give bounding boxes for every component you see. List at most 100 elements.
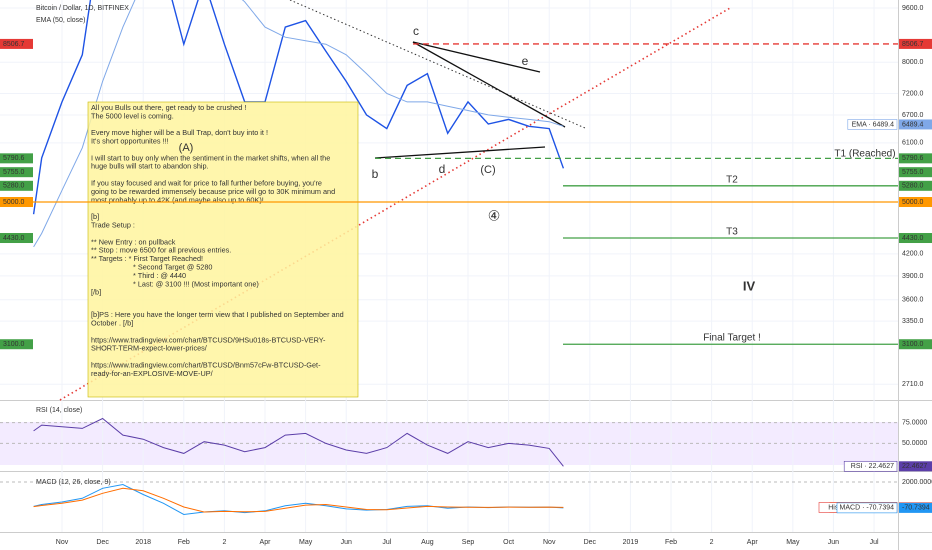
note-line: https://www.tradingview.com/chart/BTCUSD… [91,361,321,370]
y-tick-label: 3900.0 [902,273,924,280]
x-tick-label: Sep [462,539,475,546]
level-tag-left [0,153,33,164]
note-line: ** Targets : * First Target Reached! [91,254,203,263]
note-line: ** New Entry : on pullback [91,237,176,246]
level-tag-left-label: 3100.0 [3,341,25,348]
trend-line [374,146,546,159]
y-tick-label: 7200.0 [902,90,924,97]
level-tag-left-label: 5000.0 [3,199,25,206]
annotation: T1 (Reached) [834,149,895,160]
level-tag-left [0,233,33,244]
value-tag [899,119,932,130]
level-tag-left-label: 5755.0 [3,169,25,176]
trend-line [59,7,731,401]
series-line [33,0,564,248]
name-tag [847,119,898,130]
level-tag-left [0,197,33,208]
x-tick-label: Oct [503,539,514,546]
value-tag-label: 6489.4 [902,121,924,128]
level-tag [899,38,932,49]
ema-label: EMA (50, close) [36,17,85,24]
x-tick-label: Jul [382,539,391,546]
y-tick-label: 8000.0 [902,59,924,66]
level-tag-label: 5790.6 [902,155,924,162]
level-tag-left [0,180,33,191]
name-tag [843,460,898,472]
note-line: If you stay focused and wait for price t… [91,179,322,188]
x-tick-label: Jul [870,539,879,546]
annotation: b [372,167,379,181]
annotation: (C) [480,164,495,176]
x-tick-label: Jun [341,539,352,546]
y-tick-label: 3350.0 [902,318,924,325]
trend-line [289,0,586,129]
x-tick-label: Dec [96,539,109,546]
series-line [33,417,564,467]
level-tag [899,339,932,350]
level-tag-label: 5280.0 [902,183,924,190]
x-tick-label: Feb [665,539,677,546]
note-line: Trade Setup : [91,221,135,230]
x-tick-label: May [786,539,800,546]
note-box [87,101,359,398]
note-line: * Third : @ 4440 [133,271,186,280]
x-tick-label: Apr [747,539,759,546]
level-tag-label: 4430.0 [902,235,924,242]
value-tag [899,461,932,472]
y-tick-label: 3600.0 [902,297,924,304]
y-tick-label: 6100.0 [902,140,924,147]
x-tick-label: Dec [584,539,597,546]
y-tick-label: 2000.0000 [902,479,932,486]
annotation: ④ [488,208,501,224]
level-tag-left [0,339,33,350]
level-tag-left [0,167,33,178]
level-tag-label: 5755.0 [902,169,924,176]
pane-plot [33,417,564,467]
level-tag [899,153,932,164]
note-line: most probably up to 42K (and maybe also … [91,195,264,204]
note-line: [b]PS : Here you have the longer term vi… [91,310,344,319]
level-tag-left-label: 5280.0 [3,183,25,190]
note-line: ready-for-an-EXPLOSIVE-MOVE-UP/ [91,369,214,378]
note-line: All you Bulls out there, get ready to be… [91,103,246,112]
level-tag-left-label: 4430.0 [3,235,25,242]
annotation: d [439,162,446,176]
y-tick-label: 6700.0 [902,112,924,119]
name-tag-label: RSI · 22.4627 [851,463,894,470]
x-tick-label: 2019 [623,539,639,546]
series-line [33,487,564,513]
level-tag [899,180,932,191]
y-tick-label: 4200.0 [902,251,924,258]
level-tag [899,197,932,208]
x-tick-label: Nov [56,539,69,546]
x-tick-label: Feb [178,539,190,546]
trend-line [412,41,566,128]
x-tick-label: May [299,539,313,546]
symbol-title: Bitcoin / Dollar, 1D, BITFINEX [36,5,129,12]
value-tag [899,502,932,513]
name-tag-label: EMA · 6489.4 [852,121,895,128]
y-tick-label: 50.0000 [902,440,927,447]
name-tag [836,502,898,514]
x-tick-label: Aug [421,539,434,546]
annotation: T2 [726,175,738,186]
level-tag-label: 3100.0 [902,341,924,348]
rsi-label: RSI (14, close) [36,407,82,414]
annotation: (A) [179,142,194,154]
note-line: October . [/b] [91,319,133,328]
note-line: It's short opportunites !!! [91,137,169,146]
x-tick-label: 2 [222,539,226,546]
pane-plot [32,0,565,248]
macd-label: MACD (12, 26, close, 9) [36,479,111,486]
x-tick-label: 2018 [135,539,151,546]
annotation: c [413,24,419,38]
note-line: https://www.tradingview.com/chart/BTCUSD… [91,335,326,344]
note-line: * Second Target @ 5280 [133,263,213,272]
trend-line [412,41,541,73]
note-line: huge bulls will start to abandon ship. [91,162,209,171]
pane-plot [33,483,564,516]
annotation: e [522,54,529,68]
level-tag-label: 8506.7 [902,41,924,48]
value-tag-label: -70.7394 [902,505,930,512]
note-line: ** Stop : move 6500 for all previous ent… [91,246,231,255]
